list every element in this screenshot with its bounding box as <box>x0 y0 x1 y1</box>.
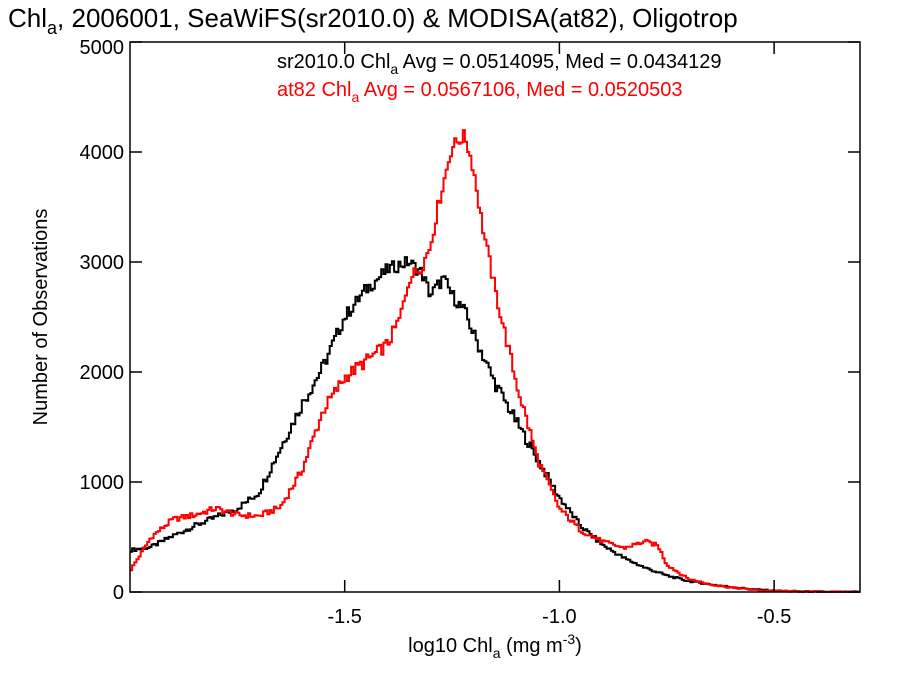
plot-frame <box>129 41 861 593</box>
series-line-sr2010-0 <box>130 256 860 593</box>
y-tick-label: 2000 <box>80 362 125 384</box>
y-tick-label: 4000 <box>80 142 125 164</box>
y-tick-label: 3000 <box>80 252 125 274</box>
y-axis-label: Number of Observations <box>30 209 52 426</box>
x-tick-label: -0.5 <box>757 606 791 628</box>
tick-layer: 0 1000 2000 3000 4000 5000 -1.5 -1.0 -0.5 <box>80 37 860 628</box>
y-tick-label: 1000 <box>80 472 125 494</box>
x-tick-label: -1.0 <box>542 606 576 628</box>
chart-title: Chla, 2006001, SeaWiFS(sr2010.0) & MODIS… <box>8 3 738 38</box>
series-layer <box>130 129 860 593</box>
legend-entry-at82: at82 Chla Avg = 0.0567106, Med = 0.05205… <box>277 79 683 105</box>
legend-entry-sr2010: sr2010.0 Chla Avg = 0.0514095, Med = 0.0… <box>277 51 721 77</box>
y-tick-label: 5000 <box>80 37 125 59</box>
y-tick-label: 0 <box>113 582 124 604</box>
x-tick-label: -1.5 <box>327 606 361 628</box>
x-axis-label: log10 Chla (mg m-3) <box>408 631 582 661</box>
series-line-at82 <box>130 129 860 593</box>
